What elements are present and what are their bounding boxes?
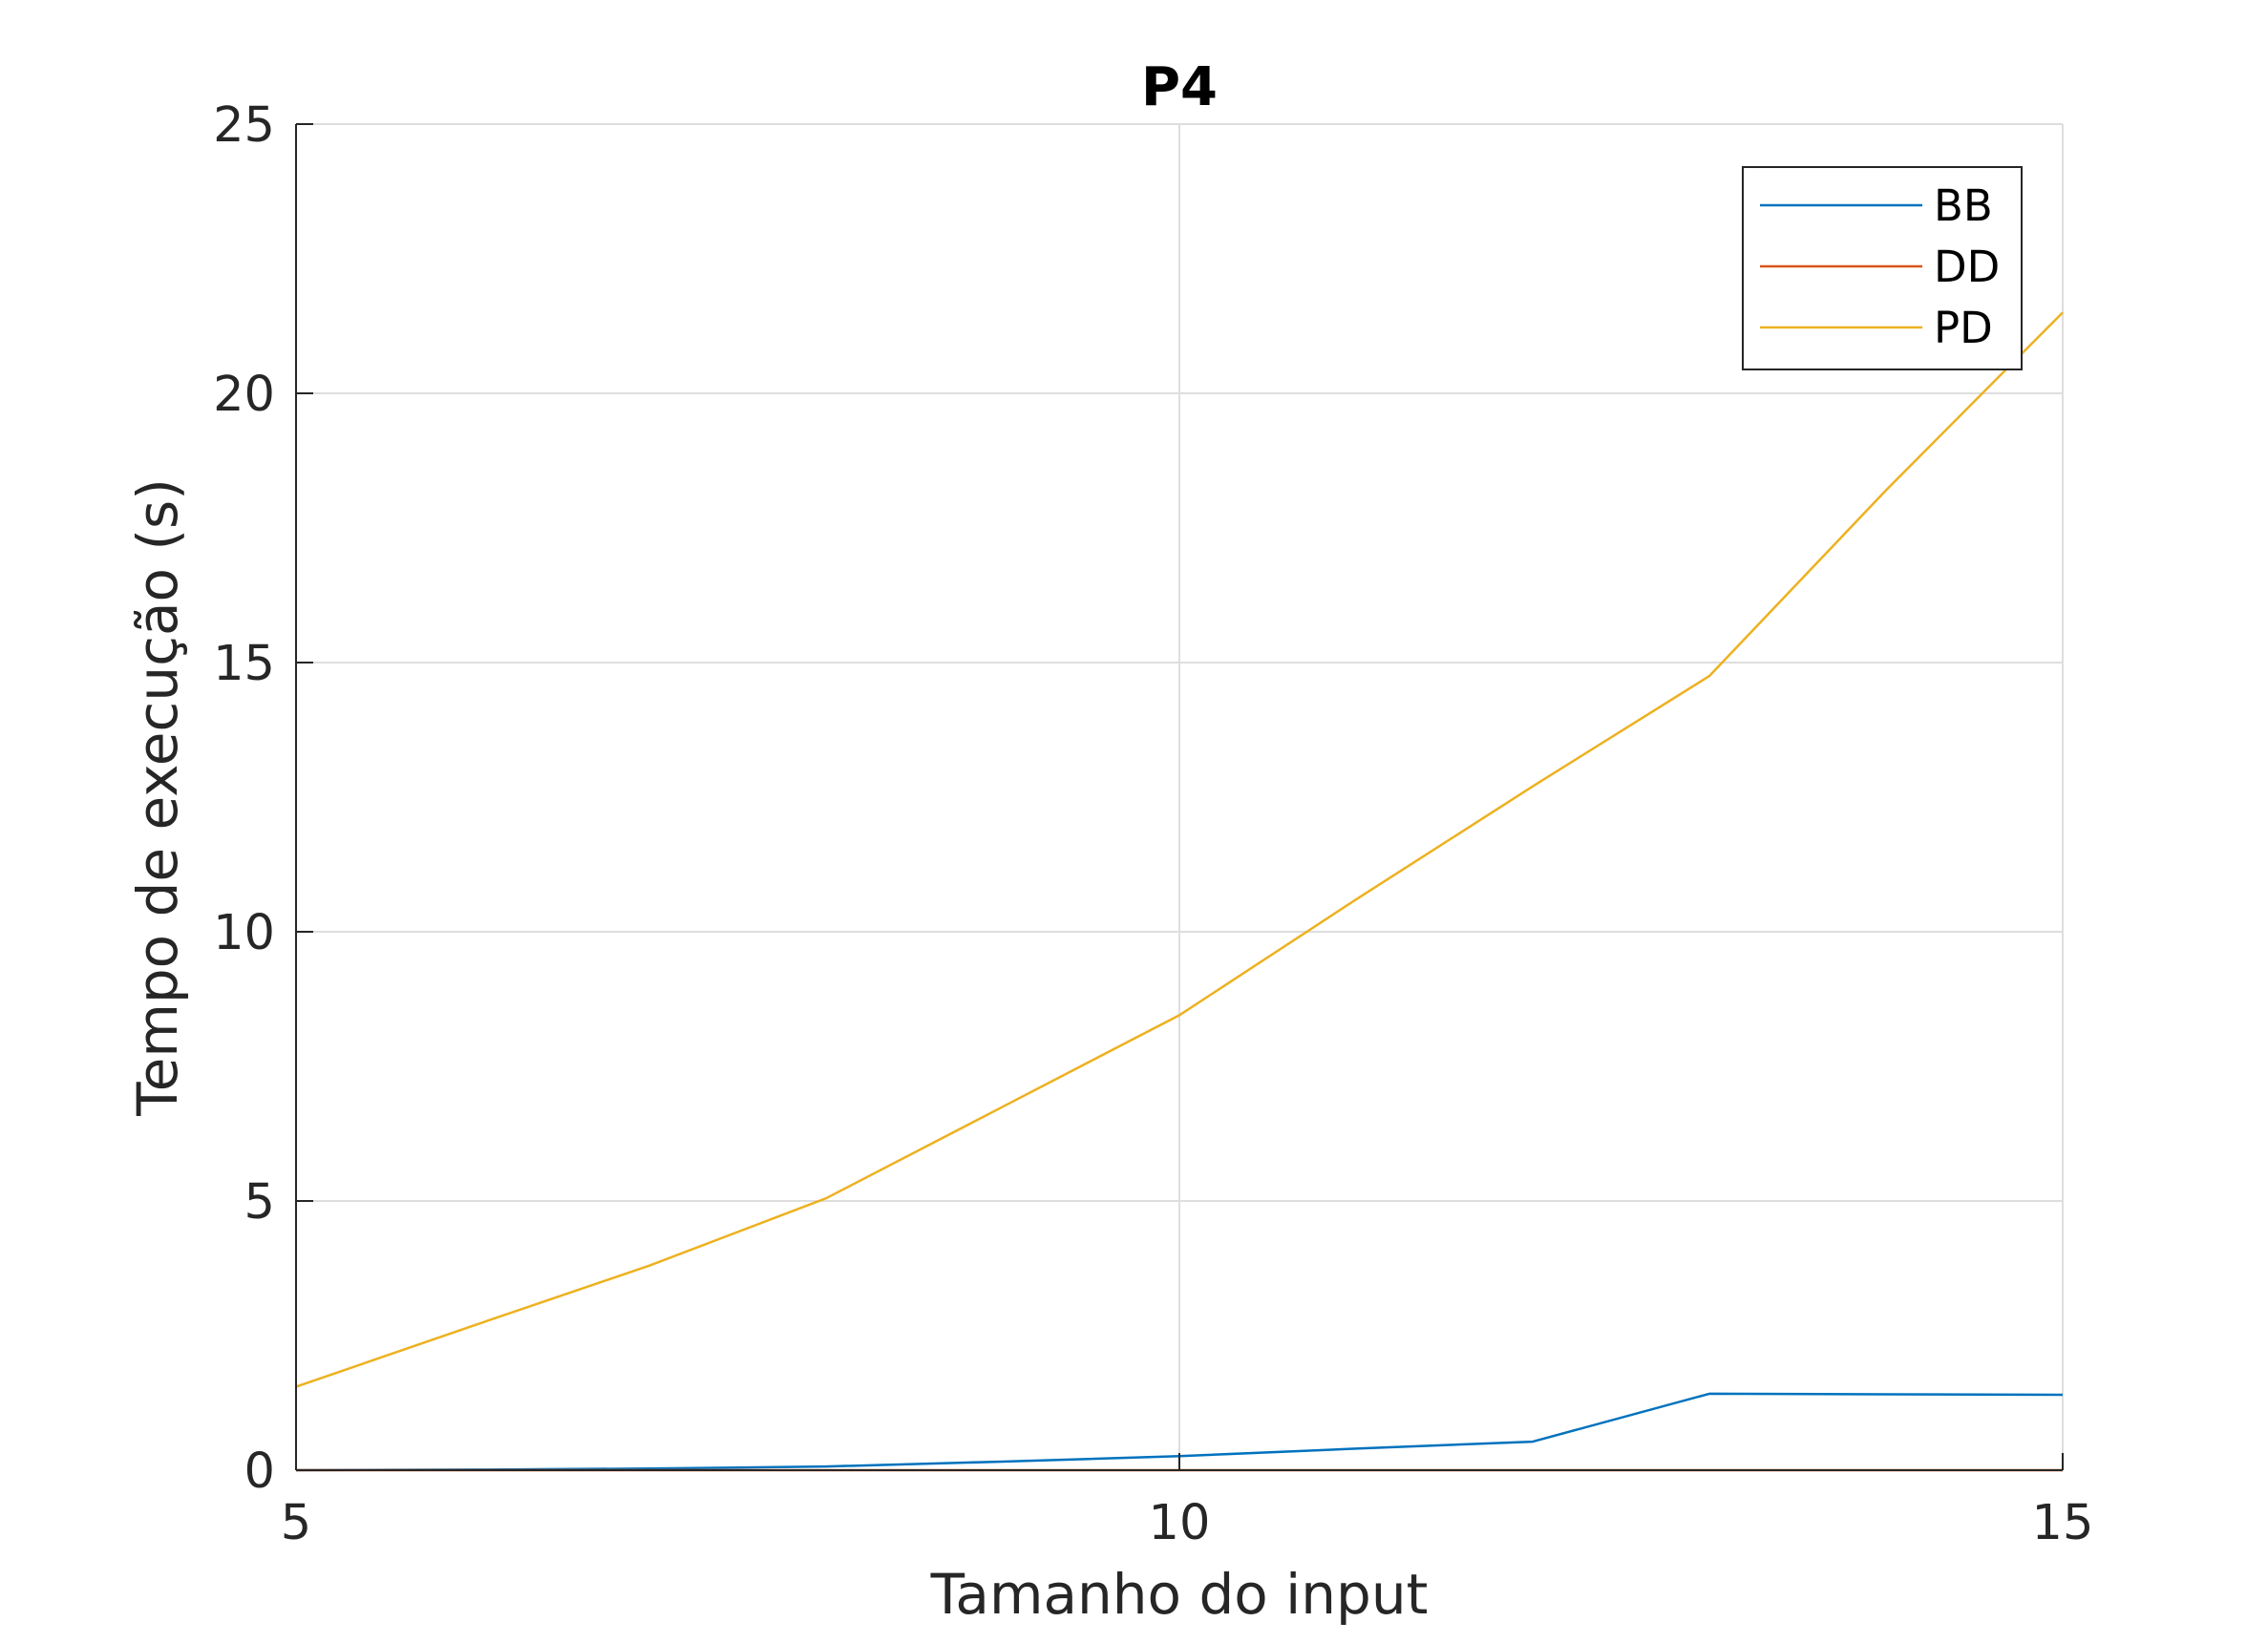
x-tick-label: 15: [2032, 1495, 2094, 1551]
y-tick-label: 10: [213, 905, 275, 961]
y-tick-label: 15: [213, 636, 275, 692]
y-tick-label: 5: [244, 1174, 275, 1231]
y-tick-label: 25: [213, 97, 275, 154]
y-tick-label: 20: [213, 367, 275, 423]
y-axis-label: Tempo de execução (s): [125, 478, 190, 1117]
series-line-pd: [295, 311, 2064, 1388]
grid: [296, 123, 2064, 1470]
x-tick-label: 5: [281, 1495, 311, 1551]
x-axis-label: Tamanho do input: [930, 1562, 1429, 1627]
legend: BB DD PD: [1742, 166, 2023, 370]
y-tick-label: 0: [244, 1443, 275, 1500]
chart-title: P4: [1141, 56, 1218, 118]
legend-label-dd: DD: [1934, 242, 2000, 292]
x-tick-label: 10: [1149, 1495, 1211, 1551]
legend-box: [1742, 166, 2023, 370]
legend-label-pd: PD: [1934, 303, 1993, 353]
legend-label-bb: BB: [1934, 180, 1993, 231]
